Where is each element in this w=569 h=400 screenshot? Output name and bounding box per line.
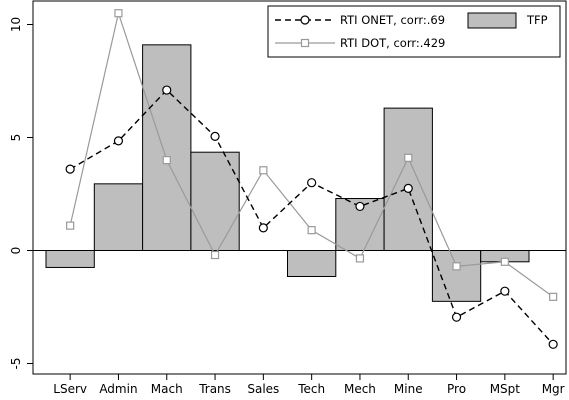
y-tick-label: -5 bbox=[9, 358, 23, 370]
x-tick-label-mine: Mine bbox=[394, 382, 423, 396]
x-tick-label-admin: Admin bbox=[99, 382, 137, 396]
point-rti-onet-lserv bbox=[65, 164, 75, 174]
legend-label-tfp: TFP bbox=[526, 13, 548, 27]
point-rti-onet-mspt bbox=[500, 286, 510, 296]
bar-tfp-mach bbox=[142, 44, 192, 252]
point-rti-dot-mech bbox=[355, 254, 365, 263]
bar-tfp-trans bbox=[190, 151, 240, 251]
legend: RTI ONET, corr:.69 RTI DOT, corr:.429 TF… bbox=[267, 5, 561, 58]
point-rti-dot-lserv bbox=[66, 221, 75, 230]
x-axis: LServ Admin Mach Trans Sales Tech Mech Mine Pro M… bbox=[53, 374, 565, 396]
x-tick-label-tech: Tech bbox=[297, 382, 325, 396]
y-tick-label: 10 bbox=[9, 17, 23, 32]
point-rti-onet-mach bbox=[162, 85, 172, 95]
point-rti-dot-mgr bbox=[549, 292, 558, 301]
x-tick-label-mspt: MSpt bbox=[490, 382, 521, 396]
point-rti-dot-trans bbox=[210, 250, 220, 260]
legend-item-rti-onet: RTI ONET, corr:.69 bbox=[275, 13, 445, 27]
point-rti-onet-pro bbox=[451, 312, 462, 322]
point-rti-onet-admin bbox=[113, 136, 124, 146]
point-rti-onet-mech bbox=[355, 201, 365, 212]
x-tick-label-sales: Sales bbox=[247, 382, 279, 396]
x-tick-label-mgr: Mgr bbox=[542, 382, 565, 396]
legend-marker-rti-dot bbox=[300, 38, 310, 48]
x-tick-label-mech: Mech bbox=[344, 382, 376, 396]
x-tick-label-trans: Trans bbox=[198, 382, 231, 396]
legend-marker-rti-onet bbox=[300, 15, 310, 25]
point-rti-onet-mgr bbox=[548, 339, 558, 349]
point-rti-onet-sales bbox=[258, 223, 268, 233]
series-lines bbox=[65, 9, 558, 349]
point-rti-dot-mspt bbox=[500, 257, 509, 266]
bar-tfp-admin bbox=[93, 183, 144, 251]
bar-tfp-mine bbox=[383, 107, 433, 252]
x-tick-label-pro: Pro bbox=[447, 382, 466, 396]
legend-label-rti-onet: RTI ONET, corr:.69 bbox=[340, 13, 445, 27]
point-rti-dot-tech bbox=[307, 226, 316, 235]
legend-label-rti-dot: RTI DOT, corr:.429 bbox=[340, 36, 445, 50]
x-tick-label-mach: Mach bbox=[151, 382, 183, 396]
x-tick-label-lserv: LServ bbox=[53, 382, 87, 396]
legend-swatch-tfp bbox=[467, 12, 517, 29]
point-rti-onet-trans bbox=[210, 131, 220, 141]
point-rti-dot-admin bbox=[114, 9, 123, 18]
point-rti-onet-tech bbox=[307, 178, 317, 188]
y-tick-label: 0 bbox=[9, 247, 23, 255]
point-rti-onet-mine bbox=[403, 183, 413, 193]
bar-tfp-pro bbox=[431, 250, 482, 302]
bar-tfp-tech bbox=[287, 250, 337, 277]
point-rti-dot-mach bbox=[162, 156, 171, 165]
y-axis: -5 0 5 10 bbox=[9, 17, 33, 370]
legend-item-rti-dot: RTI DOT, corr:.429 bbox=[275, 36, 445, 50]
legend-item-tfp: TFP bbox=[467, 12, 548, 29]
point-rti-dot-sales bbox=[259, 166, 268, 175]
point-rti-dot-mine bbox=[404, 153, 413, 162]
y-tick-label: 5 bbox=[9, 134, 23, 142]
bar-tfp-lserv bbox=[45, 250, 95, 268]
tfp-bars bbox=[45, 44, 530, 302]
point-rti-dot-pro bbox=[452, 262, 461, 271]
